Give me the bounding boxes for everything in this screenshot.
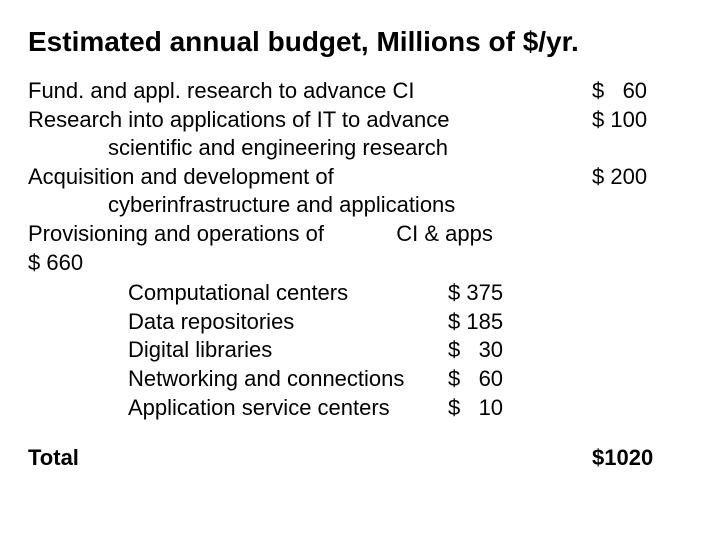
row-amount: $ 60 (592, 77, 692, 106)
page-title: Estimated annual budget, Millions of $/y… (28, 24, 692, 59)
row-label: Acquisition and development of (28, 163, 592, 192)
sub-label: Computational centers (128, 279, 448, 308)
provisioning-label-main: Provisioning and operations of (28, 221, 324, 246)
sub-label: Networking and connections (128, 365, 448, 394)
sub-amount: $ 10 (448, 394, 528, 423)
row-label: Research into applications of IT to adva… (28, 106, 592, 135)
budget-row: Fund. and appl. research to advance CI $… (28, 77, 692, 106)
sub-row: Application service centers $ 10 (28, 394, 692, 423)
total-label: Total (28, 444, 592, 473)
sub-row: Digital libraries $ 30 (28, 336, 692, 365)
sub-row: Data repositories $ 185 (28, 308, 692, 337)
provisioning-label: Provisioning and operations of CI & apps (28, 220, 692, 249)
provisioning-label-right: CI & apps (396, 221, 493, 246)
provisioning-row: Provisioning and operations of CI & apps (28, 220, 692, 249)
total-row: Total $1020 (28, 444, 692, 473)
budget-slide: Estimated annual budget, Millions of $/y… (0, 0, 720, 540)
sub-amount: $ 185 (448, 308, 528, 337)
sub-row: Computational centers $ 375 (28, 279, 692, 308)
row-label-cont: scientific and engineering research (28, 134, 692, 163)
sub-amount: $ 375 (448, 279, 528, 308)
total-amount: $1020 (592, 444, 692, 473)
sub-amount: $ 30 (448, 336, 528, 365)
sub-amount: $ 60 (448, 365, 528, 394)
budget-row: Acquisition and development of $ 200 (28, 163, 692, 192)
provisioning-amount-row: $ 660 (28, 249, 692, 278)
budget-body: Fund. and appl. research to advance CI $… (28, 77, 692, 473)
sub-row: Networking and connections $ 60 (28, 365, 692, 394)
sub-label: Application service centers (128, 394, 448, 423)
budget-row: Research into applications of IT to adva… (28, 106, 692, 135)
budget-row-cont: cyberinfrastructure and applications (28, 191, 692, 220)
row-amount: $ 200 (592, 163, 692, 192)
provisioning-subitems: Computational centers $ 375 Data reposit… (28, 279, 692, 422)
budget-row-cont: scientific and engineering research (28, 134, 692, 163)
provisioning-amount: $ 660 (28, 249, 692, 278)
row-label: Fund. and appl. research to advance CI (28, 77, 592, 106)
row-label-cont: cyberinfrastructure and applications (28, 191, 692, 220)
sub-label: Data repositories (128, 308, 448, 337)
row-amount: $ 100 (592, 106, 692, 135)
sub-label: Digital libraries (128, 336, 448, 365)
